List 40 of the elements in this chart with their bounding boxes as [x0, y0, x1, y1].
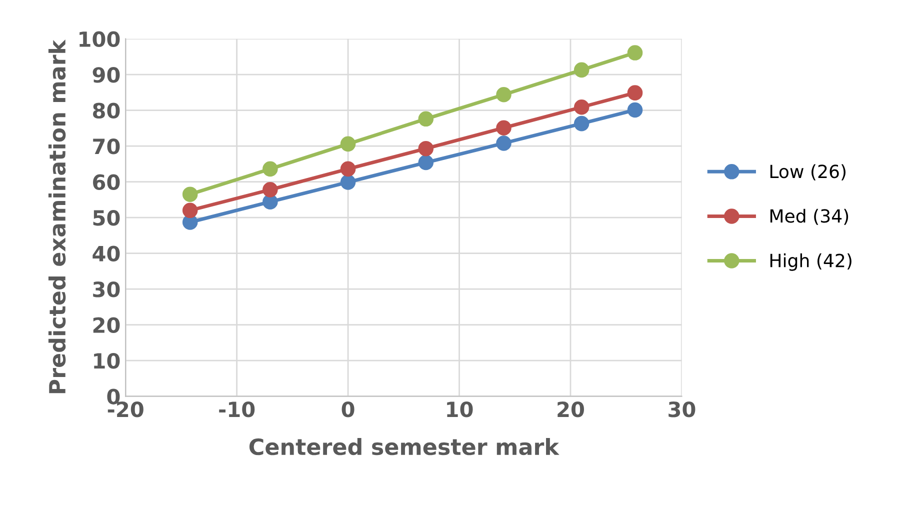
point — [262, 161, 278, 177]
point — [627, 102, 643, 118]
point — [496, 136, 512, 151]
legend-label: High (42) — [770, 253, 852, 271]
point — [627, 45, 643, 60]
y-axis-title: Predicted examination mark — [48, 39, 66, 394]
point — [262, 194, 278, 210]
point — [627, 85, 643, 100]
point — [418, 140, 434, 156]
y-tick-label: 50 — [93, 210, 120, 226]
point — [340, 136, 356, 152]
x-tick-label: 20 — [558, 402, 584, 418]
x-tick-label: 30 — [668, 402, 696, 418]
point — [418, 154, 434, 170]
point — [574, 116, 590, 132]
x-tick-label: 10 — [447, 402, 473, 418]
point — [418, 111, 434, 127]
y-tick-label: 100 — [80, 31, 120, 48]
point — [340, 174, 356, 190]
legend-label: Med (34) — [770, 208, 848, 225]
y-tick-label: 80 — [93, 102, 120, 119]
x-tick-label: 0 — [342, 402, 354, 418]
point — [340, 161, 356, 177]
point — [182, 202, 198, 218]
y-tick-label: 60 — [93, 174, 120, 190]
x-tick-label: -10 — [219, 402, 255, 418]
y-tick-label: 40 — [92, 246, 120, 262]
x-axis-title: Centered semester mark — [249, 438, 560, 456]
point — [574, 99, 590, 115]
y-tick-label: 90 — [92, 67, 120, 83]
point — [182, 186, 198, 202]
y-tick-label: 30 — [93, 281, 120, 298]
point — [496, 86, 512, 102]
y-tick-label: 10 — [94, 352, 120, 369]
point — [496, 120, 512, 136]
legend-label: Low (26) — [770, 164, 846, 180]
point — [574, 62, 590, 78]
y-tick-label: 20 — [93, 317, 120, 333]
y-tick-label: 70 — [93, 138, 120, 154]
point — [262, 182, 278, 198]
